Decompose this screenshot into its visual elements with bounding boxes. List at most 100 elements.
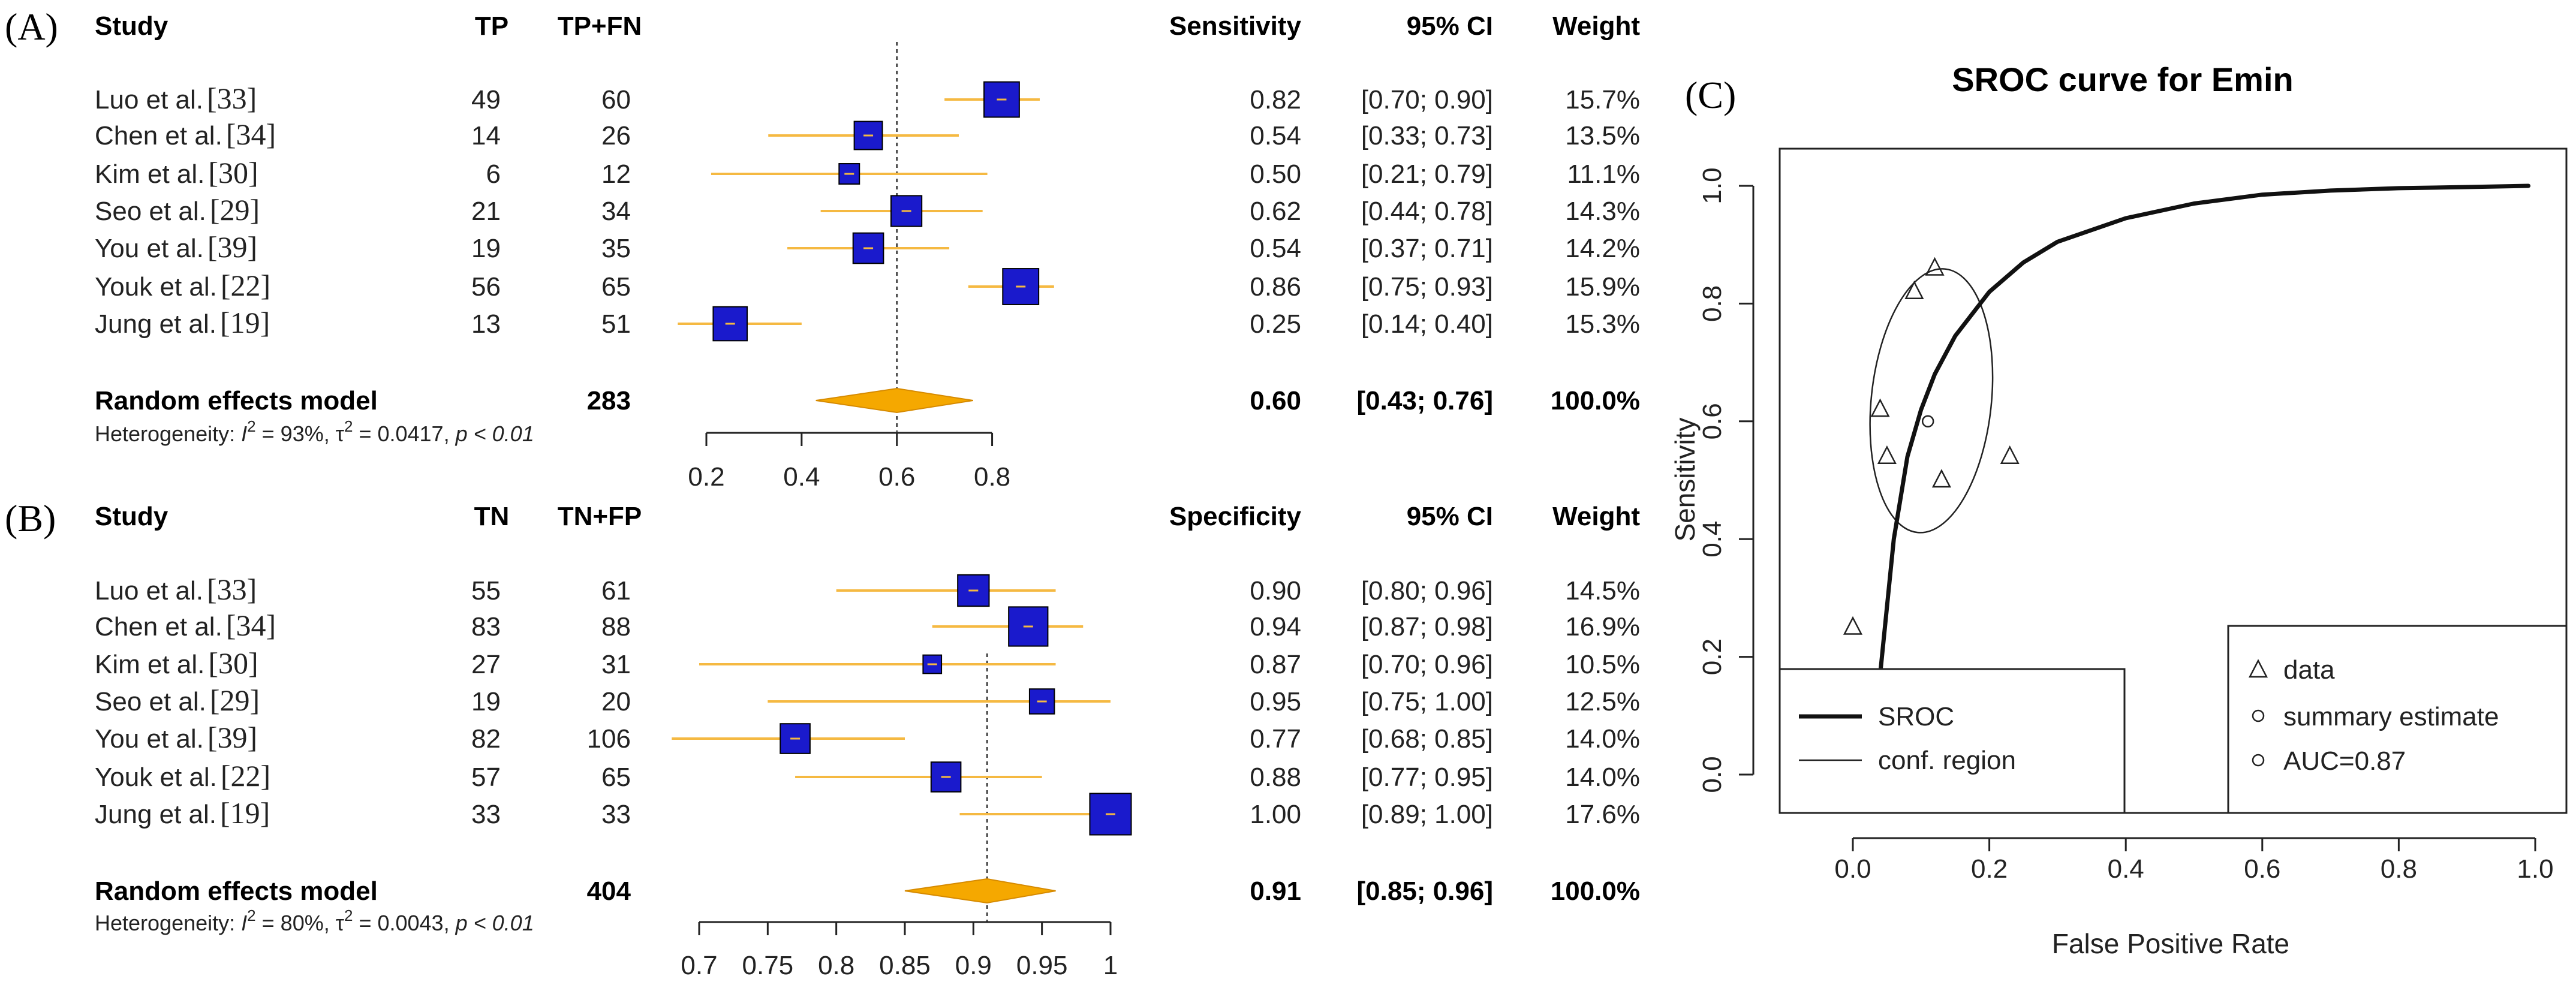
- x-tick-label: 0.8: [2381, 854, 2417, 884]
- study-estimate: 0.95: [1250, 687, 1301, 716]
- study-estimate: 0.54: [1250, 121, 1301, 150]
- study-events: 49: [471, 85, 501, 115]
- x-tick-label: 0.6: [878, 462, 915, 492]
- x-tick-label: 0.8: [974, 462, 1010, 492]
- study-estimate: 1.00: [1250, 800, 1301, 829]
- study-estimate: 0.94: [1250, 612, 1301, 641]
- x-tick-label: 0.8: [818, 951, 854, 980]
- summary-estimate-marker: [1921, 415, 1934, 428]
- study-name: Seo et al. [29]: [95, 193, 260, 227]
- confidence-region-ellipse: [1869, 268, 1994, 534]
- study-weight: 10.5%: [1565, 650, 1640, 679]
- study-total: 33: [601, 800, 631, 829]
- study-ci: [0.70; 0.90]: [1361, 85, 1493, 115]
- study-events: 55: [471, 576, 501, 606]
- study-total: 12: [601, 159, 631, 189]
- header-ci: 95% CI: [1407, 502, 1493, 531]
- header-ci: 95% CI: [1407, 11, 1493, 41]
- study-estimate: 0.54: [1250, 234, 1301, 263]
- y-tick-label: 0.6: [1698, 403, 1727, 439]
- data-point-triangle: [2000, 445, 2020, 464]
- study-ci: [0.75; 0.93]: [1361, 272, 1493, 302]
- study-name: Kim et al. [30]: [95, 646, 258, 680]
- study-estimate: 0.82: [1250, 85, 1301, 115]
- study-ci: [0.14; 0.40]: [1361, 309, 1493, 339]
- x-tick-label: 0.2: [688, 462, 724, 492]
- data-point-triangle: [1931, 469, 1951, 488]
- study-events: 13: [471, 309, 501, 339]
- pooled-total: 283: [587, 386, 631, 415]
- header-estimate: Specificity: [1169, 502, 1302, 531]
- study-name: Jung et al. [19]: [95, 306, 270, 339]
- study-ci: [0.89; 1.00]: [1361, 800, 1493, 829]
- study-total: 34: [601, 197, 631, 226]
- study-events: 14: [471, 121, 501, 150]
- x-tick-label: 0.85: [879, 951, 931, 980]
- study-name: Luo et al. [33]: [95, 573, 257, 606]
- study-total: 88: [601, 612, 631, 641]
- panel-label: (C): [1685, 74, 1736, 116]
- study-ci: [0.80; 0.96]: [1361, 576, 1493, 606]
- x-tick-label: 0.4: [783, 462, 820, 492]
- study-estimate: 0.77: [1250, 724, 1301, 754]
- study-total: 35: [601, 234, 631, 263]
- header-total: TN+FP: [558, 502, 642, 531]
- legend-data-swatch: [2248, 659, 2268, 678]
- pooled-estimate: 0.60: [1250, 386, 1301, 415]
- data-point-triangle: [1877, 445, 1897, 464]
- x-tick-label: 0.95: [1016, 951, 1068, 980]
- study-ci: [0.77; 0.95]: [1361, 763, 1493, 792]
- study-total: 31: [601, 650, 631, 679]
- study-events: 33: [471, 800, 501, 829]
- header-study: Study: [95, 502, 168, 531]
- legend-conf-label: conf. region: [1878, 746, 2016, 775]
- study-total: 26: [601, 121, 631, 150]
- study-events: 21: [471, 197, 501, 226]
- study-estimate: 0.50: [1250, 159, 1301, 189]
- pooled-ci: [0.43; 0.76]: [1357, 386, 1493, 415]
- pooled-diamond: [904, 878, 1056, 904]
- pooled-estimate: 0.91: [1250, 876, 1301, 906]
- data-point-triangle: [1925, 257, 1945, 276]
- study-total: 20: [601, 687, 631, 716]
- study-total: 65: [601, 272, 631, 302]
- study-estimate: 0.90: [1250, 576, 1301, 606]
- study-weight: 17.6%: [1565, 800, 1640, 829]
- study-name: Seo et al. [29]: [95, 683, 260, 717]
- y-tick-label: 1.0: [1698, 167, 1727, 204]
- pooled-total: 404: [587, 876, 631, 906]
- sroc-plot: (C) SROC curve for Emin 0.0 0.2 0.4 0.6 0.8 1.0…: [1669, 61, 2568, 959]
- study-weight: 14.0%: [1565, 724, 1640, 754]
- header-events: TN: [474, 502, 510, 531]
- forest-plot-a: (A) Study TP TP+FN Sensitivity 95% CI Weight Lu…: [5, 5, 1640, 492]
- study-events: 6: [486, 159, 501, 189]
- study-total: 61: [601, 576, 631, 606]
- study-weight: 11.1%: [1567, 159, 1641, 189]
- study-estimate-square: [712, 306, 748, 342]
- x-tick-label: 0.0: [1834, 854, 1871, 884]
- study-total: 60: [601, 85, 631, 115]
- legend-auc-swatch: [2252, 754, 2265, 767]
- study-estimate: 0.88: [1250, 763, 1301, 792]
- study-events: 82: [471, 724, 501, 754]
- panel-label: (B): [5, 497, 56, 540]
- pooled-diamond: [815, 387, 973, 414]
- study-events: 27: [471, 650, 501, 679]
- study-weight: 14.2%: [1565, 234, 1640, 263]
- header-weight: Weight: [1552, 502, 1640, 531]
- heterogeneity-text: Heterogeneity: I2 = 80%, τ2 = 0.0043, p …: [95, 906, 534, 935]
- study-weight: 15.9%: [1565, 272, 1640, 302]
- study-estimate-square: [890, 195, 923, 227]
- pooled-ci: [0.85; 0.96]: [1357, 876, 1493, 906]
- study-weight: 15.3%: [1565, 309, 1640, 339]
- study-name: Chen et al. [34]: [95, 118, 276, 151]
- x-tick-label: 0.7: [681, 951, 717, 980]
- x-tick-label: 0.9: [955, 951, 992, 980]
- study-events: 83: [471, 612, 501, 641]
- chart-title: SROC curve for Emin: [1952, 61, 2293, 98]
- study-name: You et al. [39]: [95, 230, 257, 264]
- study-ci: [0.87; 0.98]: [1361, 612, 1493, 641]
- study-weight: 12.5%: [1565, 687, 1640, 716]
- x-axis-label: False Positive Rate: [2052, 928, 2289, 959]
- y-axis-label: Sensitivity: [1669, 417, 1701, 541]
